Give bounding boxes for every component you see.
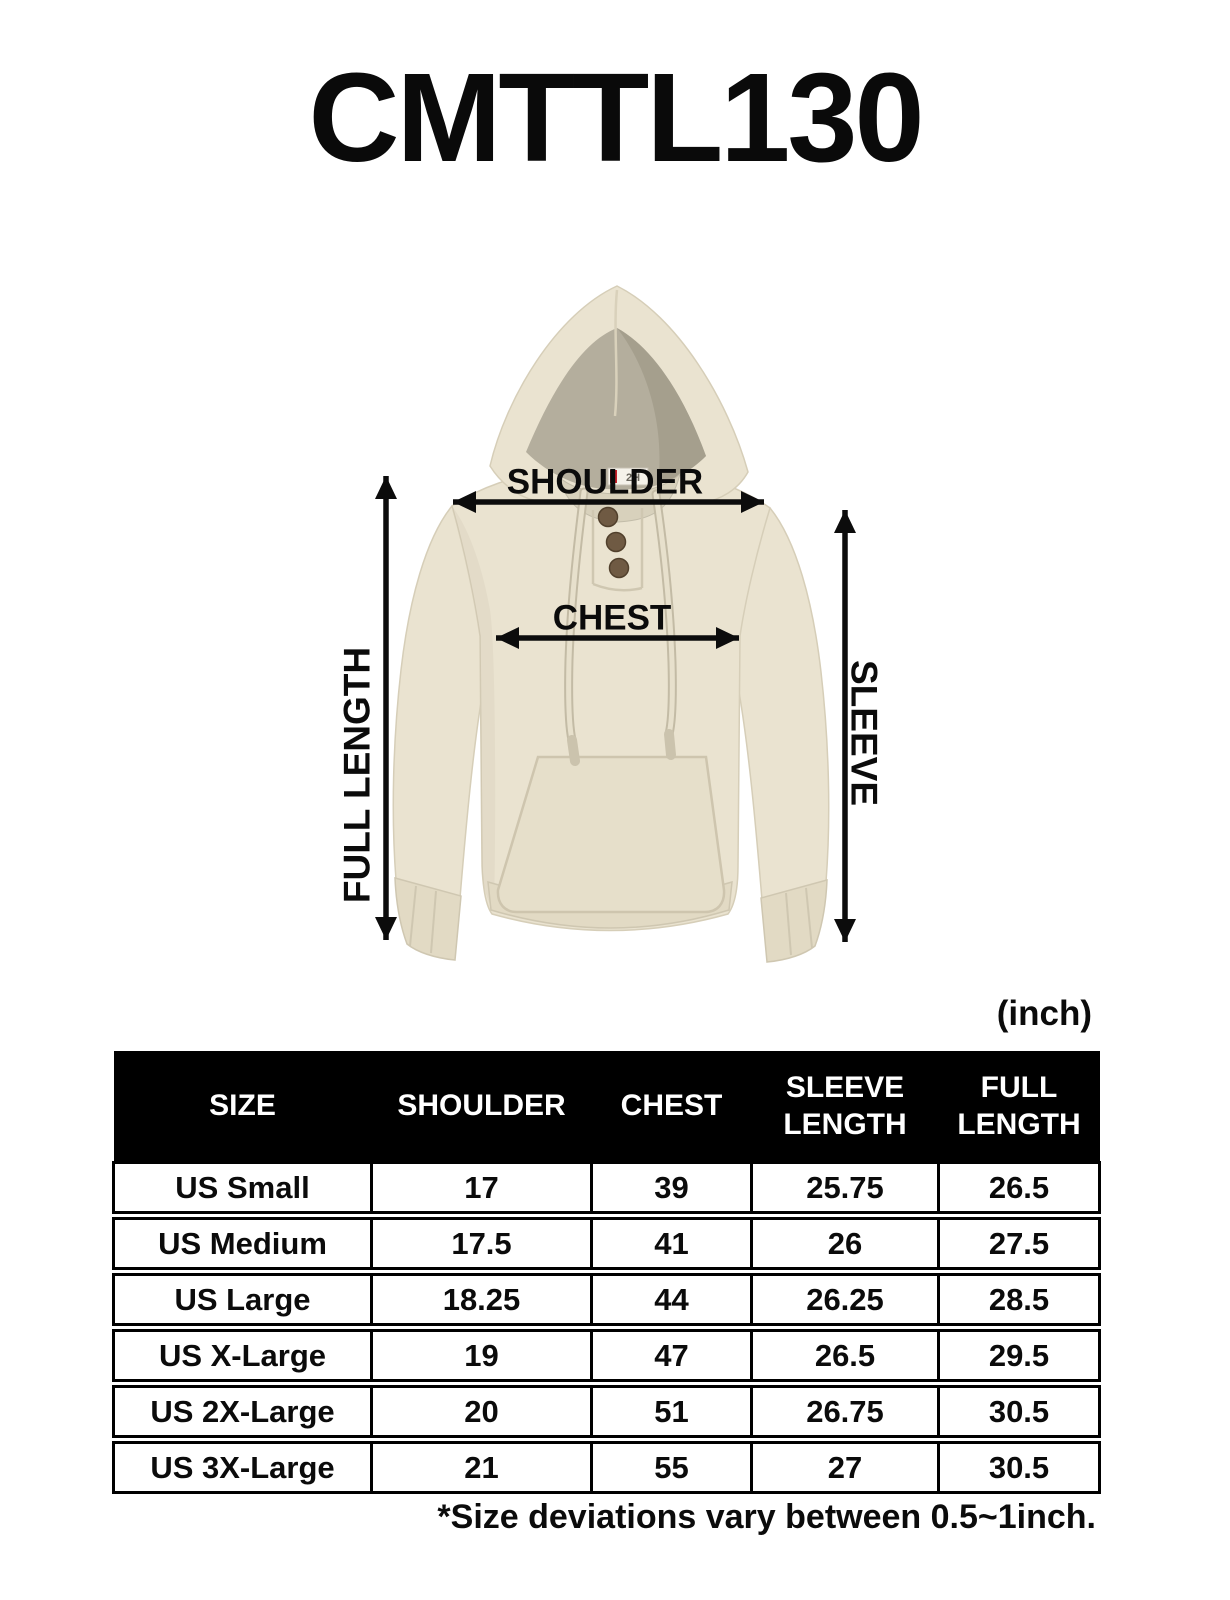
cell-chest: 44 xyxy=(590,1267,753,1329)
cell-sleeve-length: 25.75 xyxy=(750,1161,940,1217)
cell-shoulder: 20 xyxy=(370,1379,593,1441)
cell-chest: 51 xyxy=(590,1379,753,1441)
shoulder-measure-label: SHOULDER xyxy=(506,462,704,502)
chest-measure-label: CHEST xyxy=(552,598,672,638)
cell-full-length: 29.5 xyxy=(937,1323,1101,1385)
table-row-us-large: US Large 18.25 44 26.25 28.5 xyxy=(112,1267,1101,1329)
column-header-shoulder: SHOULDER xyxy=(371,1051,592,1163)
column-header-sleeve-length: SLEEVE LENGTH xyxy=(751,1051,939,1163)
cell-size: US Medium xyxy=(112,1211,373,1273)
left-drawstring-aglet xyxy=(567,735,580,766)
right-drawstring-aglet xyxy=(664,729,676,760)
body-side-shading xyxy=(452,506,496,910)
table-header-row: SIZE SHOULDER CHEST SLEEVE LENGTH FULL L… xyxy=(113,1051,1100,1163)
neck-tag-label xyxy=(607,467,649,486)
cell-size: US 3X-Large xyxy=(112,1435,373,1494)
button xyxy=(605,531,627,553)
neck-tag-text: 2H xyxy=(626,472,640,484)
cell-shoulder: 17.5 xyxy=(370,1211,593,1273)
full-length-measure-label: FULL LENGTH xyxy=(336,646,378,904)
cell-chest: 55 xyxy=(590,1435,753,1494)
column-header-full-length: FULL LENGTH xyxy=(938,1051,1100,1163)
right-cuff-ribs xyxy=(785,887,813,956)
cell-shoulder: 18.25 xyxy=(370,1267,593,1329)
cell-shoulder: 19 xyxy=(370,1323,593,1385)
unit-label: (inch) xyxy=(996,994,1092,1033)
table-row-us-small: US Small 17 39 25.75 26.5 xyxy=(112,1161,1101,1217)
table-row-us-2x-large: US 2X-Large 20 51 26.75 30.5 xyxy=(112,1379,1101,1441)
cell-chest: 47 xyxy=(590,1323,753,1385)
column-header-chest: CHEST xyxy=(591,1051,752,1163)
cell-full-length: 27.5 xyxy=(937,1211,1101,1273)
size-table: SIZE SHOULDER CHEST SLEEVE LENGTH FULL L… xyxy=(112,1051,1101,1494)
neck-tag-red-stripe xyxy=(610,470,617,483)
hoodie-diagram-svg: 2H xyxy=(375,285,856,963)
cell-sleeve-length: 27 xyxy=(750,1435,940,1494)
cell-size: US Large xyxy=(112,1267,373,1329)
hood-lining-shadow xyxy=(617,328,706,484)
left-cuff-ribs xyxy=(409,885,437,954)
cell-size: US X-Large xyxy=(112,1323,373,1385)
cell-chest: 39 xyxy=(590,1161,753,1217)
size-deviation-note: *Size deviations vary between 0.5~1inch. xyxy=(437,1498,1096,1536)
cell-chest: 41 xyxy=(590,1211,753,1273)
measure-arrows xyxy=(375,476,856,942)
sleeve-measure-label: SLEEVE xyxy=(843,660,885,806)
button xyxy=(608,557,630,579)
table-row-us-3x-large: US 3X-Large 21 55 27 30.5 xyxy=(112,1435,1101,1494)
cell-sleeve-length: 26.25 xyxy=(750,1267,940,1329)
cell-sleeve-length: 26 xyxy=(750,1211,940,1273)
table-row-us-x-large: US X-Large 19 47 26.5 29.5 xyxy=(112,1323,1101,1385)
cell-shoulder: 17 xyxy=(370,1161,593,1217)
cell-size: US 2X-Large xyxy=(112,1379,373,1441)
placket xyxy=(591,508,644,592)
cell-size: US Small xyxy=(112,1161,373,1217)
product-code-title: CMTTL130 xyxy=(308,47,924,188)
cell-full-length: 30.5 xyxy=(937,1435,1101,1494)
measurement-diagram: 2H xyxy=(320,270,900,970)
cell-shoulder: 21 xyxy=(370,1435,593,1494)
cell-full-length: 30.5 xyxy=(937,1379,1101,1441)
hoodie-illustration: 2H xyxy=(392,285,830,963)
cell-full-length: 28.5 xyxy=(937,1267,1101,1329)
hood-seam xyxy=(613,289,619,417)
cell-sleeve-length: 26.5 xyxy=(750,1323,940,1385)
column-header-size: SIZE xyxy=(113,1051,372,1163)
neck-tag: 2H xyxy=(607,467,649,486)
kangaroo-pocket xyxy=(496,755,726,914)
table-row-us-medium: US Medium 17.5 41 26 27.5 xyxy=(112,1211,1101,1273)
cell-full-length: 26.5 xyxy=(937,1161,1101,1217)
cell-sleeve-length: 26.75 xyxy=(750,1379,940,1441)
button xyxy=(597,506,619,528)
